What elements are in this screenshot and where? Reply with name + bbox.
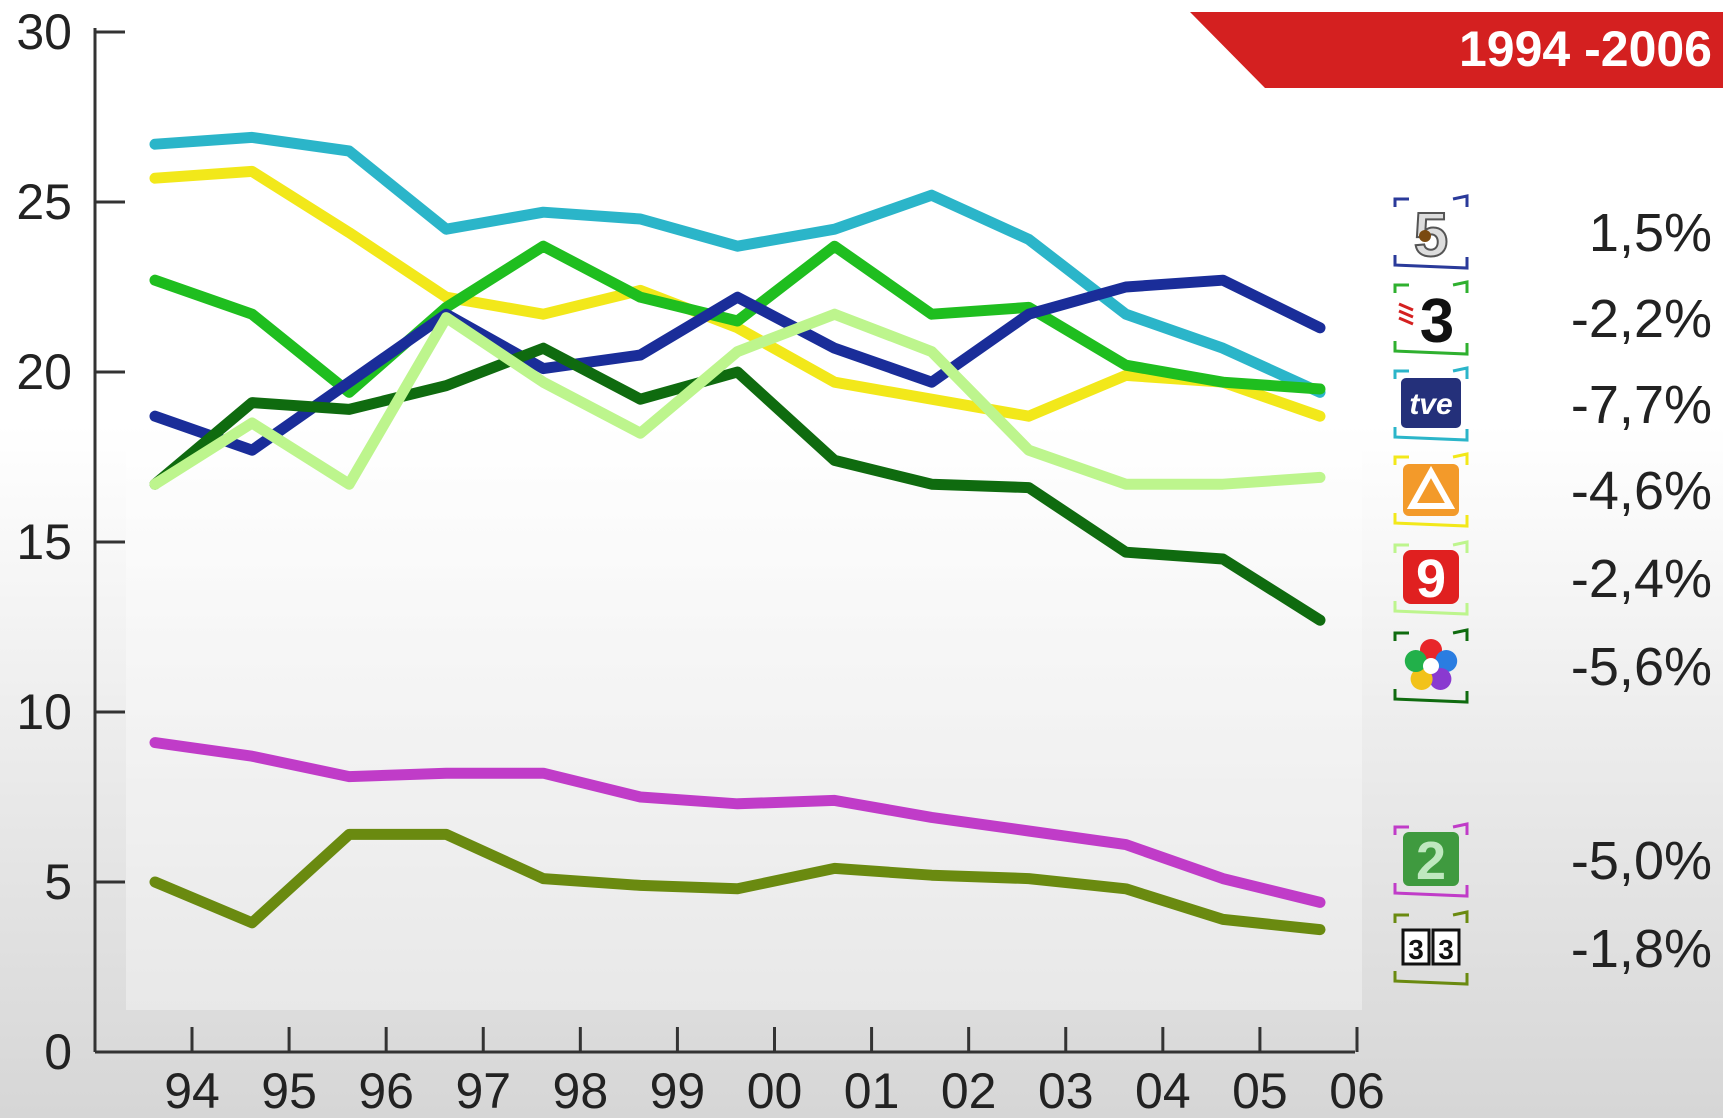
legend-item: 5 1,5% [1393, 194, 1712, 271]
tv3-icon: 3 [1393, 280, 1469, 356]
svg-text:3: 3 [1438, 934, 1454, 965]
svg-text:3: 3 [1420, 287, 1454, 356]
legend-value: -5,0% [1571, 831, 1712, 891]
y-tick-label: 20 [16, 344, 72, 400]
legend-value: -2,2% [1571, 289, 1712, 349]
legend-item: 3 -2,2% [1393, 280, 1712, 356]
x-tick-label: 95 [261, 1063, 317, 1118]
x-tick-label: 06 [1329, 1063, 1385, 1118]
series-line-canal9 [149, 308, 1326, 490]
svg-text:5: 5 [1414, 201, 1448, 270]
legend-value: -4,6% [1571, 461, 1712, 521]
x-tick-label: 99 [650, 1063, 706, 1118]
legend-value: -1,8% [1571, 919, 1712, 979]
y-tick-label: 10 [16, 684, 72, 740]
la2-icon: 2 [1393, 822, 1469, 898]
series-line-antena3 [149, 165, 1326, 422]
legend: 5 1,5% 3 -2,2% tve -7,7% -4,6% 9 -2,4% -5,6% 2 -5,0… [1393, 194, 1712, 986]
legend-item: -5,6% [1393, 628, 1712, 704]
telecinco-5-icon: 5 [1393, 194, 1469, 271]
series-line-telemadrid [149, 342, 1326, 626]
legend-value: -5,6% [1571, 637, 1712, 697]
y-tick-label: 25 [16, 174, 72, 230]
banner-shape [1190, 12, 1723, 88]
x-tick-label: 02 [941, 1063, 997, 1118]
canal9-icon: 9 [1393, 540, 1469, 616]
legend-item: tve -7,7% [1393, 366, 1712, 442]
x-tick-label: 04 [1135, 1063, 1191, 1118]
series-line-tve [149, 274, 1326, 456]
tve-icon: tve [1393, 366, 1469, 442]
x-tick-label: 94 [164, 1063, 220, 1118]
y-tick-label: 0 [44, 1024, 72, 1080]
x-tick-label: 03 [1038, 1063, 1094, 1118]
y-tick-label: 15 [16, 514, 72, 570]
x-tick-label: 96 [358, 1063, 414, 1118]
series-line-la2 [149, 737, 1326, 908]
legend-item: 2 -5,0% [1393, 822, 1712, 898]
y-tick-label: 5 [44, 854, 72, 910]
series-line-telecinco-5 [149, 131, 1326, 398]
series-lines [149, 131, 1326, 936]
series-line-canal33 [149, 828, 1326, 936]
antena3-icon [1393, 452, 1469, 528]
legend-value: -2,4% [1571, 549, 1712, 609]
series-line-tv3 [149, 240, 1326, 398]
svg-text:9: 9 [1416, 549, 1446, 609]
period-label: 1994 -2006 [1459, 21, 1712, 77]
x-tick-label: 00 [747, 1063, 803, 1118]
legend-item: 9 -2,4% [1393, 540, 1712, 616]
svg-text:3: 3 [1408, 934, 1424, 965]
legend-value: 1,5% [1589, 203, 1712, 263]
x-tick-label: 01 [844, 1063, 900, 1118]
legend-item: -4,6% [1393, 452, 1712, 528]
x-tick-label: 97 [455, 1063, 511, 1118]
y-tick-label: 30 [16, 4, 72, 60]
telemadrid-icon [1393, 628, 1469, 704]
legend-item: 3 3 -1,8% [1393, 910, 1712, 986]
svg-text:tve: tve [1409, 388, 1452, 421]
x-tick-label: 98 [553, 1063, 609, 1118]
x-tick-label: 05 [1232, 1063, 1288, 1118]
legend-value: -7,7% [1571, 375, 1712, 435]
svg-text:2: 2 [1416, 831, 1446, 891]
period-banner: 1994 -2006 [1190, 12, 1723, 88]
